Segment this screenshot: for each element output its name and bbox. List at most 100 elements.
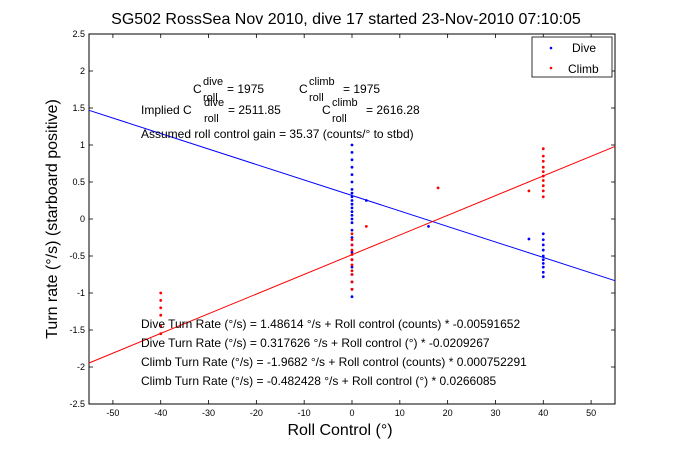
climb-point: [364, 225, 368, 228]
c-dive-label: C: [193, 82, 202, 96]
climb-point: [350, 269, 354, 273]
climb-point: [541, 189, 545, 193]
x-tick-label: 40: [538, 408, 548, 418]
climb-point: [541, 170, 545, 174]
climb-point: [350, 280, 354, 284]
x-axis-ticks: -50 -40 -30 -20 -10 0 10 20 30 40 50: [106, 34, 596, 418]
x-tick-label: 30: [490, 408, 500, 418]
roll-coefficient-annotation: C dive roll = 1975 C climb roll = 1975 I…: [141, 76, 420, 141]
dive-point: [350, 228, 354, 232]
dive-point: [541, 270, 545, 274]
dive-point: [350, 210, 354, 214]
climb-point: [541, 154, 545, 158]
legend-dive-marker: [549, 46, 553, 50]
dive-point: [541, 265, 545, 269]
dive-point: [350, 265, 354, 269]
dive-point: [350, 173, 354, 177]
data-points: [159, 143, 545, 336]
y-tick-label: -1.5: [69, 325, 85, 335]
c-dive-sup: dive: [203, 76, 223, 88]
climb-point: [159, 324, 163, 328]
legend-climb-marker: [549, 66, 553, 70]
y-tick-label: 1.5: [72, 103, 85, 113]
climb-point: [541, 195, 545, 199]
dive-point: [541, 243, 545, 247]
dive-point: [364, 199, 368, 202]
x-tick-label: -50: [106, 408, 119, 418]
equation-dive-counts: Dive Turn Rate (°/s) = 1.48614 °/s + Rol…: [141, 317, 520, 331]
climb-point: [541, 165, 545, 169]
dive-point: [541, 258, 545, 262]
implied-climb-sup: climb: [332, 97, 358, 109]
x-tick-label: 20: [443, 408, 453, 418]
dive-point: [541, 248, 545, 252]
dive-point: [350, 143, 354, 147]
dive-point: [350, 295, 354, 299]
fit-equations: Dive Turn Rate (°/s) = 1.48614 °/s + Rol…: [141, 317, 527, 388]
implied-dive-sub: roll: [204, 113, 219, 125]
climb-point: [527, 189, 531, 193]
climb-point: [350, 263, 354, 267]
dive-point: [350, 206, 354, 210]
c-dive-sub: roll: [203, 92, 218, 104]
y-tick-label: 2.5: [72, 29, 85, 39]
y-tick-label: 2: [80, 66, 85, 76]
climb-point: [541, 147, 545, 151]
dive-point: [350, 151, 354, 154]
y-axis-label: Turn rate (°/s) (starboard positive): [44, 99, 61, 339]
equation-climb-counts: Climb Turn Rate (°/s) = -1.9682 °/s + Ro…: [141, 355, 527, 369]
dive-point: [527, 237, 531, 241]
x-tick-label: -20: [250, 408, 263, 418]
legend-box: [531, 36, 613, 78]
legend: Dive Climb: [531, 36, 613, 78]
dive-point: [541, 275, 545, 279]
climb-point: [350, 258, 354, 262]
dive-point: [350, 165, 354, 169]
y-tick-label: 1: [80, 140, 85, 150]
dive-point: [350, 158, 354, 162]
climb-point: [541, 174, 545, 178]
dive-point: [350, 202, 354, 206]
climb-point: [159, 332, 163, 336]
dive-point: [350, 195, 354, 199]
dive-point: [427, 225, 430, 228]
climb-point: [350, 273, 354, 276]
equation-dive-degrees: Dive Turn Rate (°/s) = 0.317626 °/s + Ro…: [141, 336, 490, 350]
y-tick-label: 0: [80, 214, 85, 224]
x-tick-label: -10: [298, 408, 311, 418]
climb-point: [541, 184, 545, 188]
dive-point: [350, 213, 354, 217]
dive-point: [541, 232, 545, 236]
climb-point: [541, 159, 545, 163]
x-tick-label: -30: [202, 408, 215, 418]
dive-point: [350, 217, 354, 221]
climb-point: [350, 287, 354, 291]
y-axis-ticks: -2.5 -2 -1.5 -1 -0.5 0 0.5 1 1.5 2 2.5: [69, 29, 615, 409]
climb-point: [436, 186, 440, 190]
dive-point: [350, 236, 354, 239]
climb-point: [159, 313, 163, 317]
x-tick-label: 0: [349, 408, 354, 418]
implied-dive-value: = 2511.85: [228, 103, 281, 117]
c-climb-sup: climb: [309, 76, 335, 88]
dive-point: [350, 188, 354, 191]
c-climb-sub: roll: [309, 92, 324, 104]
implied-climb-sub: roll: [332, 113, 347, 125]
x-tick-label: -40: [154, 408, 167, 418]
y-tick-label: 0.5: [72, 177, 85, 187]
climb-point: [350, 248, 354, 252]
y-tick-label: -0.5: [69, 251, 85, 261]
equation-climb-degrees: Climb Turn Rate (°/s) = -0.482428 °/s + …: [141, 374, 497, 388]
dive-point: [350, 191, 354, 195]
implied-climb-label: C: [322, 103, 331, 117]
implied-dive-sup: dive: [204, 97, 224, 109]
c-climb-label: C: [299, 82, 308, 96]
dive-point: [350, 180, 354, 184]
c-dive-value: = 1975: [227, 82, 264, 96]
climb-point: [159, 306, 163, 310]
climb-point: [159, 291, 163, 295]
chart-title: SG502 RossSea Nov 2010, dive 17 started …: [111, 11, 581, 28]
x-axis-label: Roll Control (°): [287, 422, 392, 439]
dive-point: [350, 221, 354, 225]
